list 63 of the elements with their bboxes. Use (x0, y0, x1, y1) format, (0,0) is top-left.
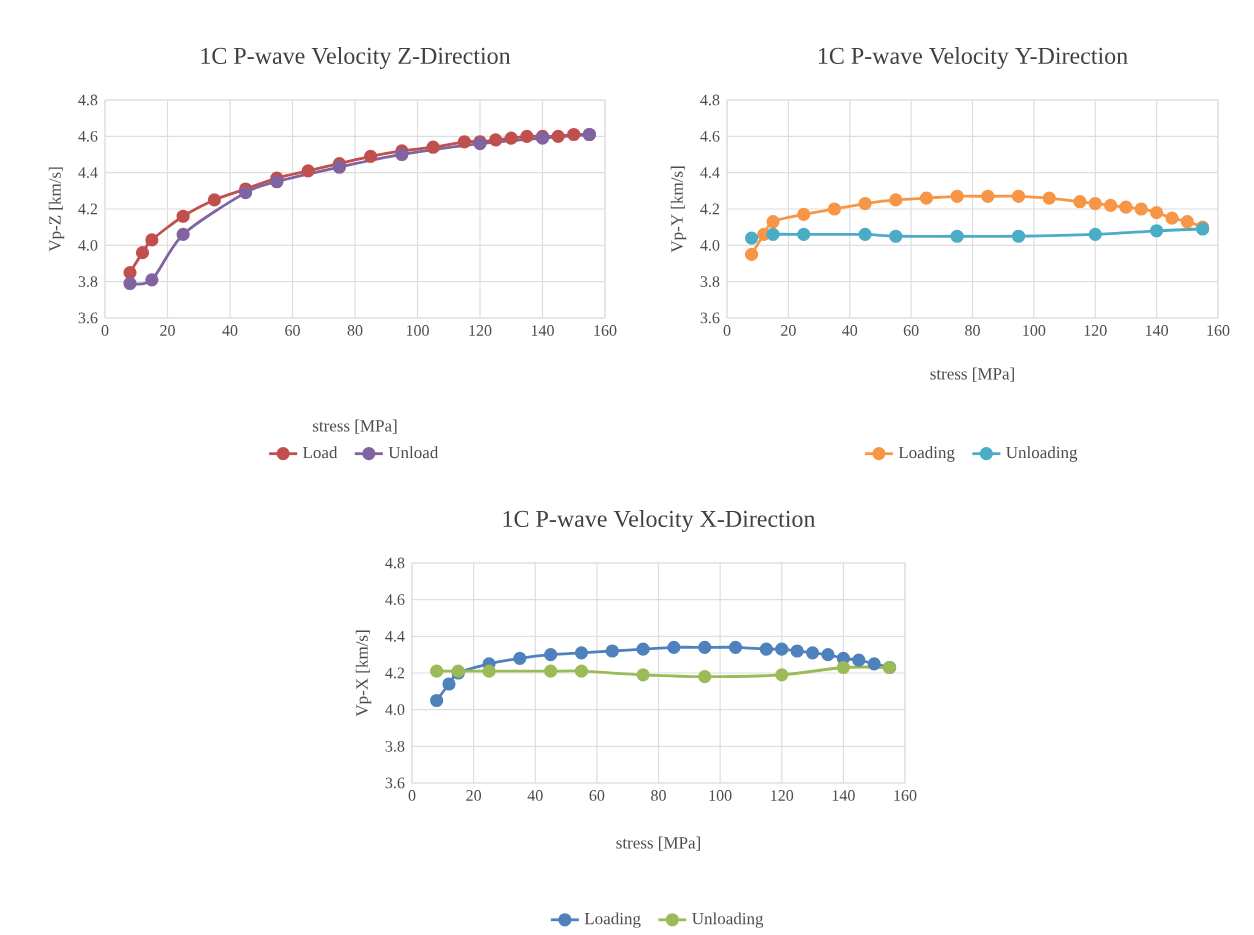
x-tick-label: 80 (651, 789, 666, 801)
legend-label: Loading (898, 446, 955, 462)
chart-title: 1C P-wave Velocity Z-Direction (201, 47, 511, 69)
x-tick-label: 60 (285, 324, 300, 336)
y-tick-label: 4.0 (78, 239, 98, 251)
y-tick-label: 3.8 (78, 276, 98, 287)
x-tick-label: 140 (531, 324, 554, 336)
y-tick-label: 3.8 (700, 276, 720, 287)
y-tick-label: 4.0 (385, 704, 405, 715)
x-tick-label: 40 (527, 789, 543, 801)
chart-title: 1C P-wave Velocity X-Direction (503, 510, 816, 532)
y-tick-label: 3.6 (78, 312, 98, 324)
y-tick-label: 4.4 (78, 167, 98, 178)
x-tick-label: 80 (965, 324, 980, 336)
y-tick-label: 4.6 (78, 130, 98, 142)
y-tick-label: 4.6 (385, 594, 405, 605)
x-tick-label: 0 (101, 324, 109, 336)
x-tick-label: 140 (1146, 324, 1169, 336)
x-axis-title: stress [MPa] (616, 836, 700, 851)
x-tick-label: 40 (222, 324, 238, 336)
y-tick-label: 4.8 (385, 557, 405, 569)
x-tick-label: 0 (408, 789, 416, 801)
y-tick-label: 4.2 (78, 203, 98, 215)
chart-title: 1C P-wave Velocity Y-Direction (818, 47, 1128, 69)
y-tick-label: 4.4 (700, 167, 720, 178)
x-tick-label: 60 (903, 324, 919, 336)
x-tick-label: 60 (589, 789, 605, 801)
y-tick-label: 3.6 (700, 312, 720, 324)
legend-label: Loading (584, 912, 641, 928)
x-tick-label: 20 (466, 789, 482, 801)
x-axis-title: stress [MPa] (312, 419, 397, 434)
y-tick-label: 3.6 (385, 777, 405, 789)
y-tick-label: 4.8 (78, 94, 98, 106)
y-axis-title: Vp-Y [km/s] (670, 166, 687, 253)
legend-label: Unload (388, 446, 439, 459)
x-tick-label: 140 (832, 789, 855, 801)
x-tick-label: 0 (723, 324, 731, 336)
x-tick-label: 120 (469, 324, 492, 336)
x-tick-label: 80 (347, 324, 363, 336)
x-tick-label: 100 (709, 789, 732, 801)
legend-label: Unloading (692, 912, 764, 928)
y-tick-label: 4.2 (700, 203, 720, 215)
x-tick-label: 160 (1207, 324, 1230, 336)
x-tick-label: 20 (160, 324, 175, 336)
y-axis-title: Vp-Z [km/s] (48, 167, 65, 252)
legend-label: Load (303, 446, 338, 459)
x-tick-label: 20 (781, 324, 796, 336)
x-axis-title: stress [MPa] (930, 367, 1014, 382)
x-tick-label: 160 (894, 789, 917, 801)
y-tick-label: 4.0 (700, 239, 720, 251)
x-tick-label: 100 (1023, 324, 1046, 336)
y-tick-label: 3.8 (385, 740, 405, 752)
x-tick-label: 120 (1084, 324, 1107, 336)
y-axis-title: Vp-X [km/s] (355, 630, 372, 717)
y-tick-label: 4.8 (700, 94, 720, 106)
y-tick-label: 4.4 (385, 630, 405, 642)
y-tick-label: 4.6 (700, 130, 720, 142)
x-tick-label: 160 (594, 324, 617, 336)
x-tick-label: 100 (406, 324, 429, 336)
legend-label: Unloading (1006, 446, 1078, 462)
y-tick-label: 4.2 (385, 667, 405, 679)
x-tick-label: 40 (842, 324, 858, 336)
x-tick-label: 120 (771, 789, 794, 801)
